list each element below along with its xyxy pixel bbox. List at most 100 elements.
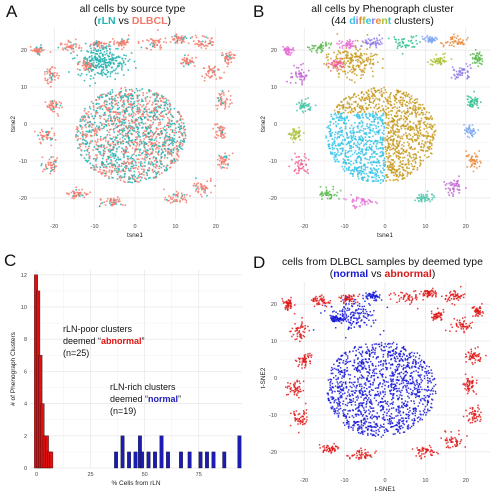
chart-a-point: [75, 186, 77, 189]
chart-b-point: [395, 156, 398, 158]
chart-a-point: [168, 119, 171, 121]
chart-b-point: [320, 51, 322, 54]
chart-a-point: [92, 130, 95, 132]
chart-a-point: [78, 47, 80, 49]
chart-a-point: [103, 201, 106, 203]
chart-a-point: [155, 136, 158, 138]
chart-a-point: [85, 66, 88, 69]
chart-a-point: [95, 159, 97, 162]
chart-b-point: [412, 127, 415, 130]
chart-b-point: [394, 179, 396, 181]
chart-a-point: [114, 69, 116, 72]
chart-a-point: [97, 43, 99, 45]
chart-b-point: [366, 60, 369, 63]
chart-b-point: [358, 65, 361, 68]
chart-a-point: [156, 96, 158, 98]
chart-a-point: [76, 131, 79, 133]
chart-b-point: [376, 42, 379, 44]
chart-b-point: [309, 48, 311, 51]
chart-a-point: [205, 36, 207, 38]
chart-a-point: [126, 155, 129, 158]
chart-a-point: [172, 140, 175, 142]
chart-a-point: [139, 89, 141, 92]
chart-a-point: [113, 122, 115, 124]
chart-a-point: [109, 60, 111, 63]
chart-b-point: [394, 106, 396, 108]
chart-a-point: [133, 100, 136, 103]
chart-a-point: [175, 41, 177, 43]
chart-a-point: [112, 106, 115, 108]
chart-b-point: [347, 156, 350, 159]
chart-a-point: [187, 63, 190, 65]
chart-a-point: [38, 50, 41, 53]
chart-b-point: [356, 55, 358, 58]
chart-a-point: [157, 133, 160, 136]
chart-a-point: [180, 121, 183, 124]
chart-b-point: [340, 117, 343, 119]
chart-b-point: [374, 40, 377, 43]
chart-b-point: [388, 154, 391, 157]
chart-a-point: [143, 150, 145, 152]
chart-b-point: [336, 70, 339, 72]
chart-a-point: [164, 198, 166, 201]
chart-a-point: [137, 112, 140, 115]
chart-a-point: [160, 104, 162, 107]
chart-a-point: [134, 138, 137, 141]
chart-a-point: [98, 56, 101, 58]
chart-a-point: [103, 114, 106, 116]
chart-a-point: [110, 117, 112, 120]
chart-b-point: [330, 57, 332, 60]
chart-b-point: [428, 135, 430, 137]
chart-b-point: [382, 162, 385, 164]
chart-b-point: [302, 104, 304, 107]
chart-b-point: [369, 43, 371, 45]
chart-b-point: [399, 90, 402, 93]
chart-a-point: [161, 95, 163, 98]
chart-b-point: [398, 167, 401, 170]
chart-a-point: [103, 105, 106, 107]
chart-a-point: [110, 204, 112, 206]
chart-b-point: [329, 132, 331, 135]
chart-b-point: [368, 98, 371, 100]
chart-a-point: [147, 125, 149, 128]
chart-a-point: [52, 102, 55, 104]
chart-a-point: [145, 143, 148, 146]
chart-b-point: [383, 168, 386, 171]
chart-b-point: [382, 138, 385, 141]
chart-a-point: [96, 45, 99, 48]
chart-a-point: [111, 166, 114, 169]
chart-b-point: [345, 54, 347, 57]
chart-b-point: [370, 101, 373, 104]
chart-a-point: [132, 143, 135, 146]
chart-b-point: [405, 166, 408, 168]
chart-a-point: [96, 138, 99, 141]
chart-b-point: [358, 114, 361, 116]
chart-b-point: [359, 156, 361, 158]
chart-b-point: [390, 170, 393, 173]
chart-b-point: [391, 107, 394, 110]
chart-a-point: [105, 160, 108, 163]
chart-a-point: [111, 204, 114, 207]
chart-a-point: [92, 157, 95, 160]
chart-a-point: [73, 194, 76, 197]
chart-a-point: [176, 37, 178, 39]
chart-a-point: [107, 92, 109, 95]
chart-b-point: [329, 128, 331, 130]
chart-a-point: [215, 131, 217, 134]
chart-a-point: [134, 120, 136, 123]
chart-a-point: [125, 89, 127, 91]
chart-a-point: [122, 95, 124, 97]
chart-a-point: [100, 115, 102, 118]
chart-b-point: [364, 136, 367, 139]
chart-a-point: [203, 188, 205, 191]
chart-a-point: [103, 51, 106, 53]
chart-b-point: [343, 165, 346, 168]
chart-b-point: [358, 129, 361, 132]
chart-a-point: [122, 153, 125, 155]
chart-b-point: [338, 135, 341, 138]
chart-a-point: [146, 39, 148, 41]
chart-a-point: [48, 158, 51, 161]
chart-a-point: [130, 165, 133, 168]
chart-a-point: [102, 66, 105, 69]
chart-b-point: [331, 144, 333, 146]
